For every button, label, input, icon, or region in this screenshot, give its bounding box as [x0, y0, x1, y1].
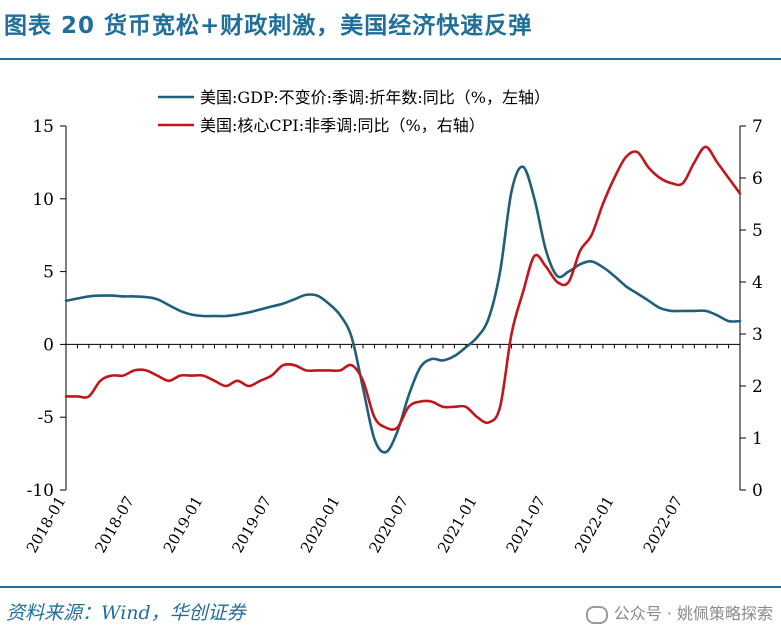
watermark: 公众号 · 姚佩策略探索 [585, 600, 773, 628]
watermark-text: 公众号 · 姚佩策略探索 [613, 604, 773, 623]
x-tick-label: 2022-07 [640, 493, 687, 556]
left-y-tick-label: 10 [32, 190, 54, 210]
left-y-tick-label: -10 [27, 481, 54, 501]
chart-legend: 美国:GDP:不变价:季调:折年数:同比（%，左轴） 美国:核心CPI:非季调:同… [158, 88, 550, 135]
right-y-tick-label: 2 [752, 377, 763, 397]
x-tick-label: 2022-01 [571, 493, 618, 556]
page-title: 图表 20 货币宽松+财政刺激，美国经济快速反弹 [4, 13, 533, 39]
footer-divider [0, 586, 781, 588]
left-y-tick-label: -5 [37, 408, 54, 428]
left-y-tick-label: 0 [43, 335, 54, 355]
series-line-gdp [64, 165, 742, 454]
legend-label-cpi: 美国:核心CPI:非季调:同比（%，右轴） [200, 116, 485, 135]
x-tick-label: 2019-01 [160, 493, 207, 556]
chart-lines [64, 145, 742, 454]
x-tick-label: 2020-07 [365, 493, 412, 556]
x-tick-label: 2018-01 [23, 493, 70, 556]
series-line-cpi [64, 145, 742, 431]
x-tick-label: 2020-01 [297, 493, 344, 556]
x-tick-label: 2021-07 [503, 493, 550, 556]
right-y-tick-label: 5 [752, 221, 763, 241]
legend-label-gdp: 美国:GDP:不变价:季调:折年数:同比（%，左轴） [200, 88, 550, 107]
x-tick-label: 2018-07 [91, 493, 138, 556]
right-y-tick-label: 6 [752, 169, 763, 189]
title-divider [0, 58, 781, 60]
left-y-tick-label: 15 [32, 117, 54, 137]
x-tick-label: 2021-01 [434, 493, 481, 556]
right-y-tick-label: 7 [752, 117, 763, 137]
chart-axes [65, 126, 741, 490]
left-y-tick-label: 5 [43, 263, 54, 283]
source-note: 资料来源：Wind，华创证券 [6, 602, 246, 624]
x-tick-label: 2019-07 [228, 493, 275, 556]
right-y-tick-label: 3 [752, 325, 763, 345]
right-y-tick-label: 0 [752, 481, 763, 501]
right-y-tick-label: 4 [752, 273, 763, 293]
right-y-tick-label: 1 [752, 429, 763, 449]
wechat-icon [585, 605, 608, 624]
